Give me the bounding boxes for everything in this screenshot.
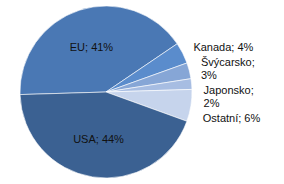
data-label: Švýcarsko;3% (201, 56, 255, 81)
data-label-line: 2% (204, 97, 220, 109)
data-label: Japonsko;2% (204, 84, 254, 109)
pie-group (20, 6, 192, 178)
chart-container: EU; 41% USA; 44% Kanada; 4% Švýcarsko;3% Jap… (0, 0, 284, 184)
data-label-line: Japonsko; (204, 84, 254, 96)
data-label: Ostatní; 6% (203, 112, 261, 124)
data-label: Kanada; 4% (193, 41, 253, 53)
data-labels: EU; 41% USA; 44% Kanada; 4% Švýcarsko;3% Jap… (70, 41, 261, 145)
data-label: EU; 41% (70, 41, 114, 53)
data-label: USA; 44% (73, 133, 124, 145)
data-label-line: Ostatní; 6% (203, 112, 261, 124)
pie-slice (20, 92, 187, 178)
data-label-line: Kanada; 4% (193, 41, 253, 53)
chart-svg: EU; 41% USA; 44% Kanada; 4% Švýcarsko;3% Jap… (0, 0, 284, 184)
data-label-line: Švýcarsko; (201, 56, 255, 68)
data-label-line: 3% (201, 69, 217, 81)
